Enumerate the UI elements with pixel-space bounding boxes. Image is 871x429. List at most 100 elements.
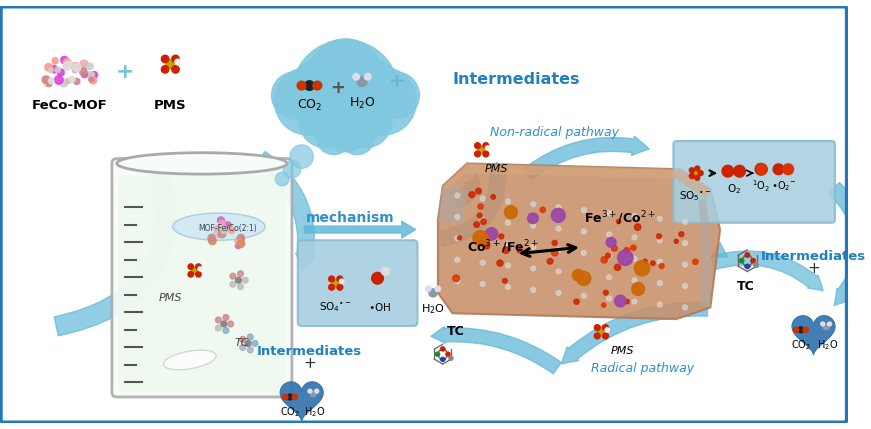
FancyBboxPatch shape — [118, 175, 285, 392]
Circle shape — [480, 260, 485, 265]
Text: PMS: PMS — [159, 293, 182, 303]
Circle shape — [441, 347, 445, 351]
Circle shape — [220, 227, 226, 233]
Circle shape — [674, 239, 679, 243]
Circle shape — [618, 250, 633, 266]
Circle shape — [61, 56, 68, 64]
Circle shape — [230, 273, 236, 279]
Circle shape — [497, 260, 503, 266]
FancyBboxPatch shape — [673, 141, 835, 223]
Circle shape — [480, 196, 485, 201]
Circle shape — [91, 72, 98, 78]
Text: Intermediates: Intermediates — [761, 251, 866, 263]
Circle shape — [436, 286, 441, 291]
Ellipse shape — [164, 350, 216, 370]
Circle shape — [469, 192, 475, 198]
Circle shape — [223, 314, 229, 320]
Circle shape — [340, 120, 375, 155]
Circle shape — [44, 80, 51, 87]
Circle shape — [308, 39, 382, 113]
Text: FeCo-MOF: FeCo-MOF — [32, 99, 108, 112]
Circle shape — [745, 253, 750, 257]
FancyArrowPatch shape — [431, 327, 561, 374]
Circle shape — [247, 347, 253, 353]
Circle shape — [246, 341, 251, 346]
Circle shape — [683, 305, 687, 310]
Text: +: + — [303, 356, 316, 372]
Circle shape — [603, 333, 609, 339]
Circle shape — [198, 267, 202, 271]
Circle shape — [238, 284, 243, 290]
Text: Intermediates: Intermediates — [453, 72, 580, 87]
Circle shape — [49, 68, 53, 73]
Circle shape — [340, 279, 344, 284]
Circle shape — [290, 145, 314, 168]
Circle shape — [499, 234, 503, 239]
Circle shape — [689, 174, 694, 178]
Circle shape — [74, 79, 80, 85]
Circle shape — [208, 234, 215, 242]
Text: PMS: PMS — [611, 346, 635, 356]
Polygon shape — [438, 186, 467, 225]
Circle shape — [72, 63, 81, 72]
Circle shape — [605, 253, 611, 258]
Circle shape — [372, 272, 383, 284]
Circle shape — [551, 208, 565, 222]
Circle shape — [274, 67, 342, 135]
Circle shape — [632, 278, 637, 283]
Circle shape — [80, 60, 88, 69]
Circle shape — [614, 264, 621, 270]
Circle shape — [228, 227, 233, 232]
FancyArrowPatch shape — [54, 159, 175, 336]
Circle shape — [192, 267, 198, 274]
Circle shape — [528, 213, 538, 224]
Circle shape — [313, 81, 321, 90]
Circle shape — [503, 278, 507, 283]
Circle shape — [556, 248, 561, 252]
Circle shape — [484, 243, 490, 249]
Circle shape — [429, 289, 437, 297]
Circle shape — [235, 277, 241, 283]
Circle shape — [476, 188, 482, 194]
Circle shape — [631, 245, 636, 251]
Circle shape — [172, 66, 179, 73]
Circle shape — [485, 228, 497, 240]
Circle shape — [722, 165, 733, 177]
Circle shape — [632, 257, 637, 261]
Circle shape — [441, 357, 445, 362]
Circle shape — [503, 247, 510, 253]
Circle shape — [161, 66, 169, 73]
Circle shape — [283, 160, 300, 178]
Circle shape — [803, 327, 808, 332]
Circle shape — [556, 290, 561, 295]
Circle shape — [793, 327, 799, 332]
Circle shape — [598, 328, 605, 335]
Circle shape — [46, 81, 51, 87]
Circle shape — [695, 166, 699, 171]
Circle shape — [478, 146, 485, 154]
Circle shape — [582, 293, 586, 298]
Circle shape — [91, 78, 95, 82]
Circle shape — [552, 240, 557, 245]
Circle shape — [51, 66, 57, 73]
Circle shape — [72, 68, 78, 73]
Circle shape — [348, 59, 397, 108]
FancyArrowPatch shape — [453, 174, 480, 207]
Circle shape — [475, 143, 481, 148]
Circle shape — [436, 352, 440, 356]
Text: $^1$O$_2$: $^1$O$_2$ — [752, 178, 770, 193]
Circle shape — [188, 264, 193, 269]
Circle shape — [574, 299, 579, 304]
Circle shape — [582, 251, 586, 255]
Circle shape — [582, 229, 586, 234]
Text: O$_2$: O$_2$ — [726, 182, 740, 196]
Circle shape — [55, 76, 64, 85]
Text: PMS: PMS — [154, 99, 186, 112]
Circle shape — [632, 214, 637, 218]
Circle shape — [505, 221, 510, 225]
Circle shape — [577, 273, 582, 278]
Polygon shape — [441, 163, 711, 199]
Text: H$_2$O: H$_2$O — [348, 96, 375, 111]
Text: Intermediates: Intermediates — [257, 345, 362, 358]
Circle shape — [446, 352, 450, 356]
